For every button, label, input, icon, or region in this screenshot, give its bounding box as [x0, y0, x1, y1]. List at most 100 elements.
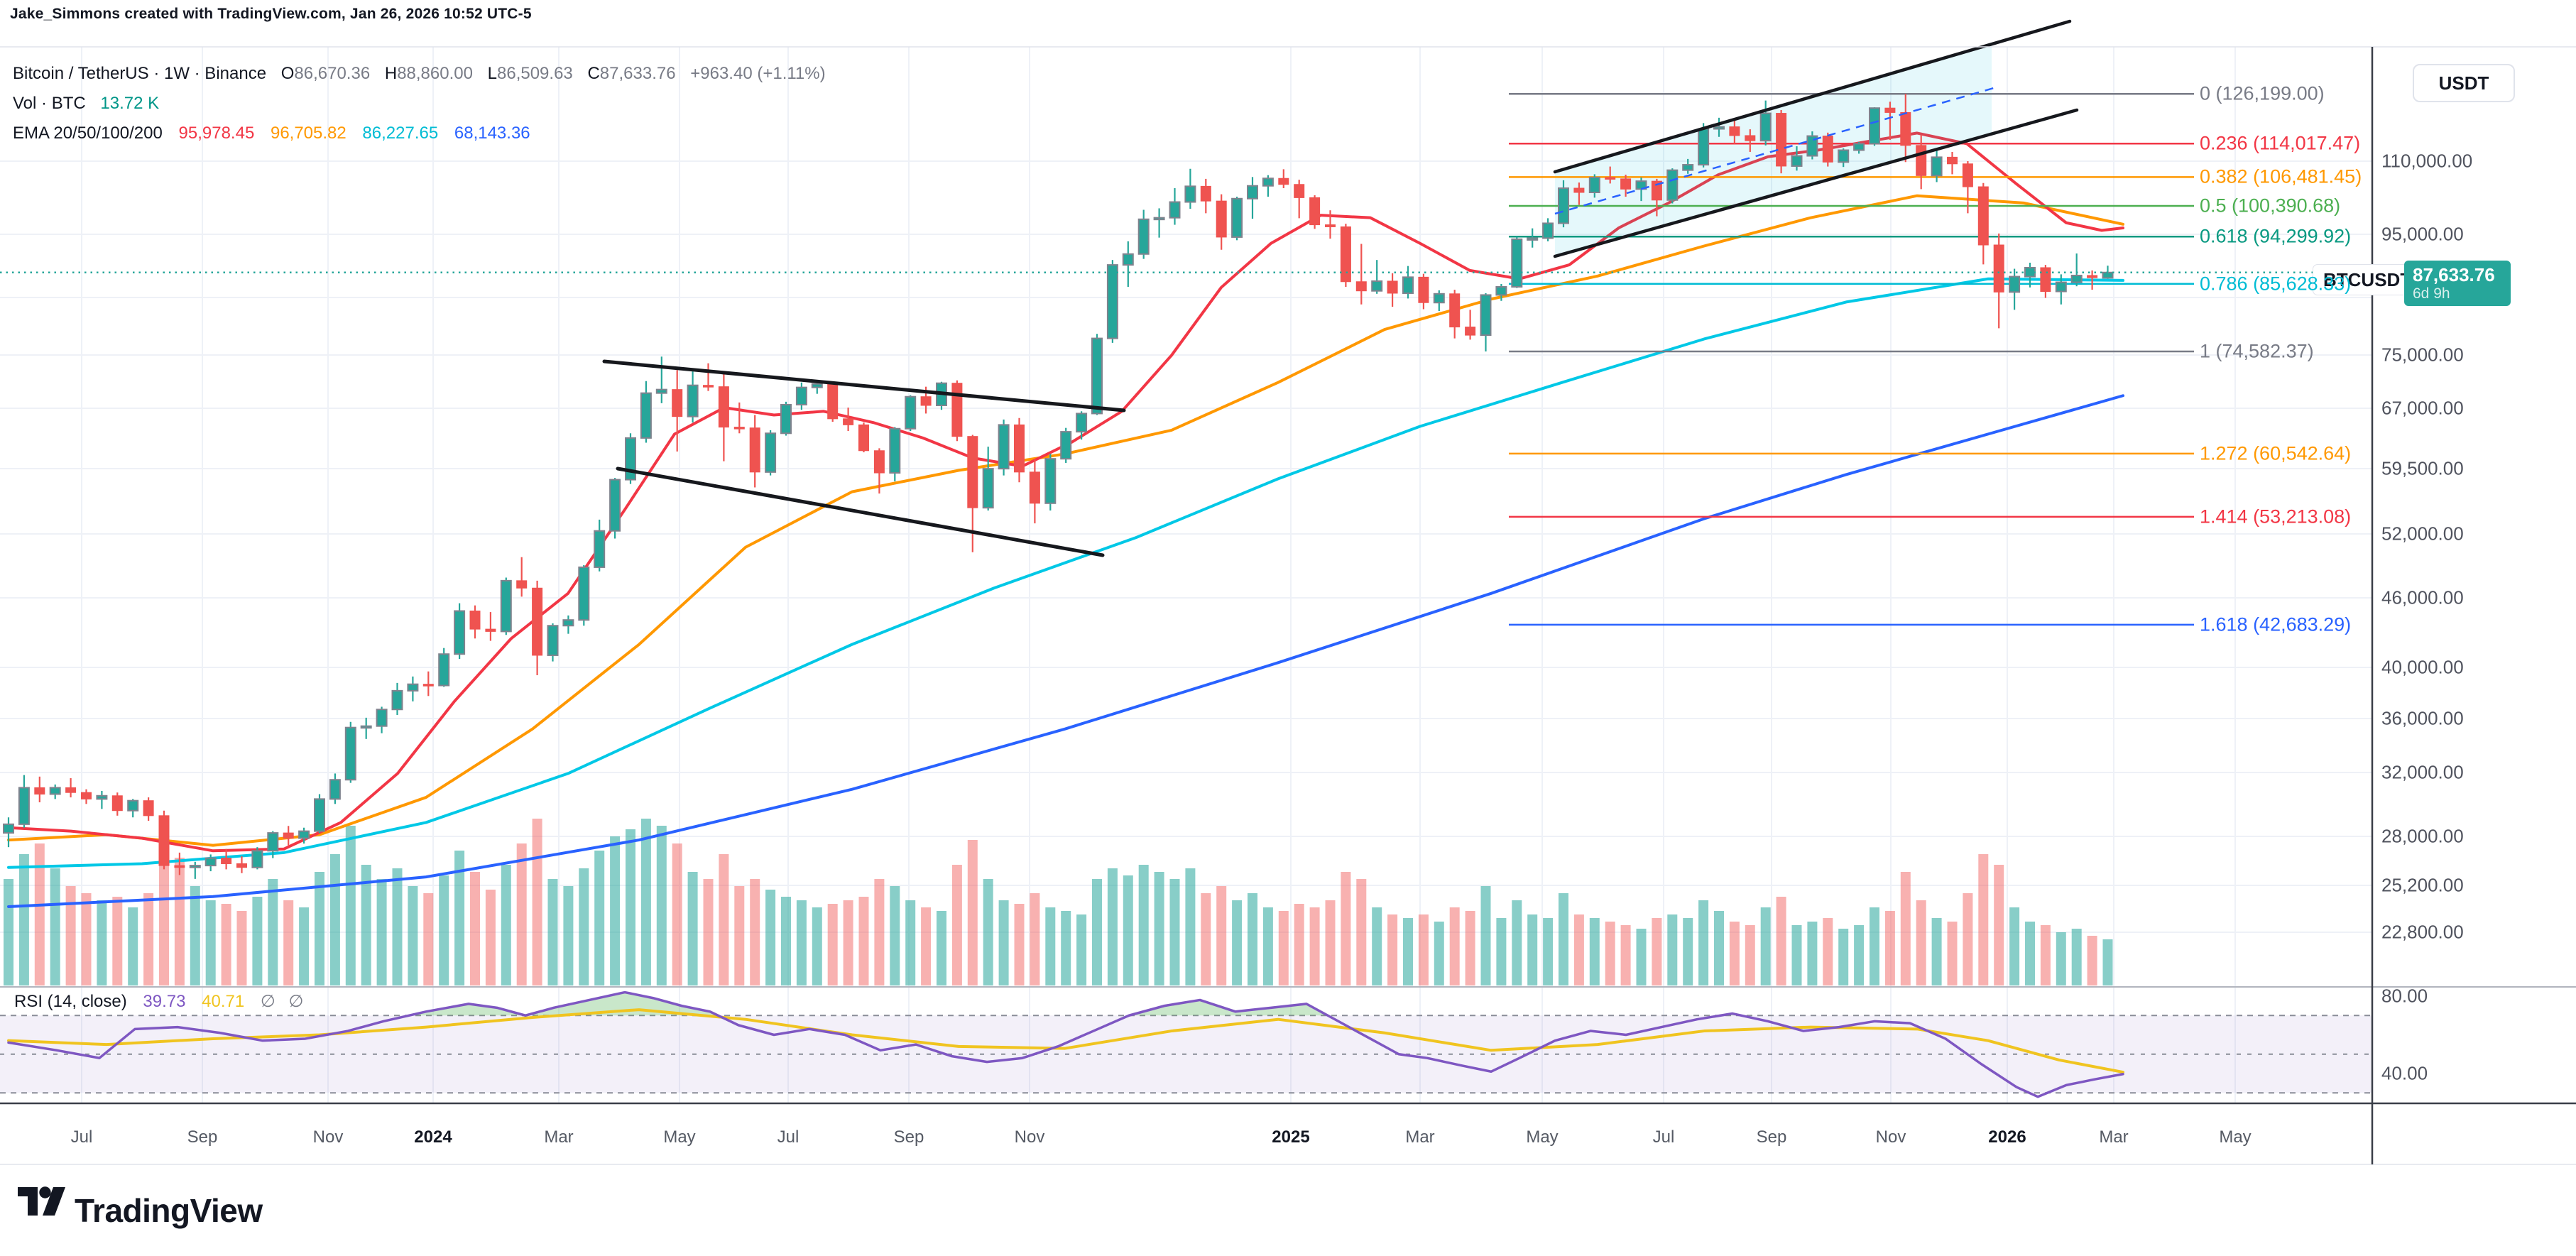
- ascending-channel-midline[interactable]: [1554, 87, 1994, 215]
- volume-bar: [937, 911, 946, 985]
- price-axis-label[interactable]: 40,000.00: [2381, 656, 2464, 678]
- volume-bar: [1169, 879, 1180, 985]
- time-axis-label[interactable]: Mar: [2099, 1127, 2129, 1147]
- time-axis-label[interactable]: Mar: [544, 1127, 574, 1147]
- price-axis-label[interactable]: 75,000.00: [2381, 344, 2464, 366]
- close-value: 87,633.76: [599, 64, 676, 83]
- tradingview-logo-icon[interactable]: [16, 1184, 72, 1234]
- candle-body: [2024, 266, 2036, 278]
- rsi-label: RSI (14, close): [14, 992, 127, 1011]
- volume-bar: [579, 868, 589, 985]
- time-axis-label[interactable]: Nov: [312, 1127, 344, 1147]
- volume-bar: [1573, 914, 1584, 985]
- ascending-channel-fill: [1555, 44, 1992, 256]
- candle-body: [562, 619, 574, 627]
- symbol-title[interactable]: Bitcoin / TetherUS · 1W · Binance: [13, 64, 267, 83]
- price-axis-label[interactable]: 59,500.00: [2381, 457, 2464, 479]
- time-axis-label[interactable]: Sep: [187, 1127, 218, 1147]
- price-axis-label[interactable]: 46,000.00: [2381, 586, 2464, 608]
- time-axis-label[interactable]: Nov: [1014, 1127, 1045, 1147]
- time-axis-label[interactable]: Jul: [70, 1127, 93, 1147]
- time-axis-label[interactable]: Jul: [1652, 1127, 1675, 1147]
- fib-label-0.236[interactable]: 0.236 (114,017.47): [2200, 132, 2361, 154]
- fib-label-0.5[interactable]: 0.5 (100,390.68): [2200, 195, 2341, 217]
- volume-bar: [2025, 922, 2035, 985]
- last-price-value: 87,633.76: [2413, 264, 2495, 285]
- price-axis-label[interactable]: 110,000.00: [2381, 150, 2473, 172]
- asc-channel-lower[interactable]: [1553, 108, 2079, 258]
- time-axis-label[interactable]: May: [663, 1127, 696, 1147]
- rsi-overbought-fill: [409, 1003, 525, 1016]
- price-axis-label[interactable]: 22,800.00: [2381, 921, 2464, 943]
- rsi-axis-label[interactable]: 80.00: [2381, 985, 2428, 1007]
- time-axis-label[interactable]: 2025: [1272, 1127, 1310, 1147]
- time-axis-label[interactable]: Sep: [893, 1127, 924, 1147]
- candle-body: [1947, 156, 1958, 165]
- price-axis-label[interactable]: 52,000.00: [2381, 523, 2464, 545]
- time-axis-label[interactable]: 2026: [1988, 1127, 2026, 1147]
- change-value: +963.40 (+1.11%): [690, 64, 826, 83]
- ema-legend-row[interactable]: EMA 20/50/100/200 95,978.45 96,705.82 86…: [13, 124, 530, 143]
- candle-body: [672, 389, 683, 417]
- candle-body: [1262, 178, 1274, 187]
- low-value: 86,509.63: [497, 64, 573, 83]
- candle-body: [3, 823, 14, 834]
- time-axis-label[interactable]: May: [1526, 1127, 1559, 1147]
- candle-body: [204, 857, 217, 867]
- volume-bar: [672, 843, 682, 985]
- rsi-axis-label[interactable]: 40.00: [2381, 1062, 2428, 1084]
- time-axis-label[interactable]: May: [2219, 1127, 2252, 1147]
- desc-channel-lower[interactable]: [616, 466, 1105, 557]
- volume-bar: [1496, 918, 1507, 985]
- tradingview-logo-text[interactable]: TradingView: [75, 1192, 263, 1229]
- volume-bar: [1963, 893, 1973, 985]
- volume-bar: [967, 840, 978, 985]
- candle-body: [811, 383, 823, 388]
- price-axis-label[interactable]: 25,200.00: [2381, 874, 2464, 896]
- fib-label-1.414[interactable]: 1.414 (53,213.08): [2200, 506, 2352, 528]
- time-axis-label[interactable]: 2024: [414, 1127, 452, 1147]
- volume-bar: [1931, 918, 1942, 985]
- fib-label-0.618[interactable]: 0.618 (94,299.92): [2200, 225, 2352, 247]
- fib-label-1.618[interactable]: 1.618 (42,683.29): [2200, 613, 2352, 635]
- time-axis-label[interactable]: Jul: [777, 1127, 799, 1147]
- rsi-legend-row[interactable]: RSI (14, close) 39.73 40.71 ∅ ∅: [14, 991, 303, 1012]
- volume-bar: [252, 897, 263, 985]
- candle-body: [1776, 113, 1787, 167]
- candle-body: [609, 479, 621, 532]
- candle-body: [1231, 197, 1243, 238]
- symbol-legend-row[interactable]: Bitcoin / TetherUS · 1W · Binance O86,67…: [13, 64, 826, 84]
- fib-label-1.272[interactable]: 1.272 (60,542.64): [2200, 442, 2352, 464]
- fib-label-0[interactable]: 0 (126,199.00): [2200, 82, 2325, 104]
- currency-toggle-usdt[interactable]: USDT: [2413, 64, 2515, 102]
- volume-bar: [1216, 886, 1227, 985]
- volume-bar: [159, 833, 169, 985]
- fib-label-0.382[interactable]: 0.382 (106,481.45): [2200, 165, 2362, 187]
- candle-body: [1511, 238, 1523, 288]
- price-axis-label[interactable]: 32,000.00: [2381, 761, 2464, 783]
- desc-channel-upper[interactable]: [602, 359, 1126, 413]
- price-axis-label[interactable]: 28,000.00: [2381, 825, 2464, 847]
- fib-label-0.786[interactable]: 0.786 (85,628.33): [2200, 273, 2352, 295]
- candle-body: [1682, 164, 1694, 171]
- fib-label-1[interactable]: 1 (74,582.37): [2200, 340, 2314, 362]
- price-axis-label[interactable]: 36,000.00: [2381, 707, 2464, 729]
- candle-body: [485, 628, 496, 632]
- price-axis-label[interactable]: 67,000.00: [2381, 397, 2464, 419]
- time-axis-label[interactable]: Sep: [1756, 1127, 1787, 1147]
- candle-body: [1759, 112, 1772, 142]
- candle-body: [1962, 163, 1973, 187]
- volume-bar: [812, 907, 822, 985]
- candle-body: [1588, 176, 1600, 194]
- candle-body: [1387, 280, 1398, 294]
- time-axis-label[interactable]: Nov: [1875, 1127, 1906, 1147]
- volume-bar: [796, 900, 807, 985]
- time-axis-label[interactable]: Mar: [1405, 1127, 1435, 1147]
- volume-bar: [1605, 922, 1615, 985]
- price-axis-label[interactable]: 95,000.00: [2381, 223, 2464, 245]
- volume-bar: [50, 868, 60, 985]
- volume-legend-row[interactable]: Vol · BTC 13.72 K: [13, 94, 159, 114]
- ema200-line: [7, 394, 2124, 908]
